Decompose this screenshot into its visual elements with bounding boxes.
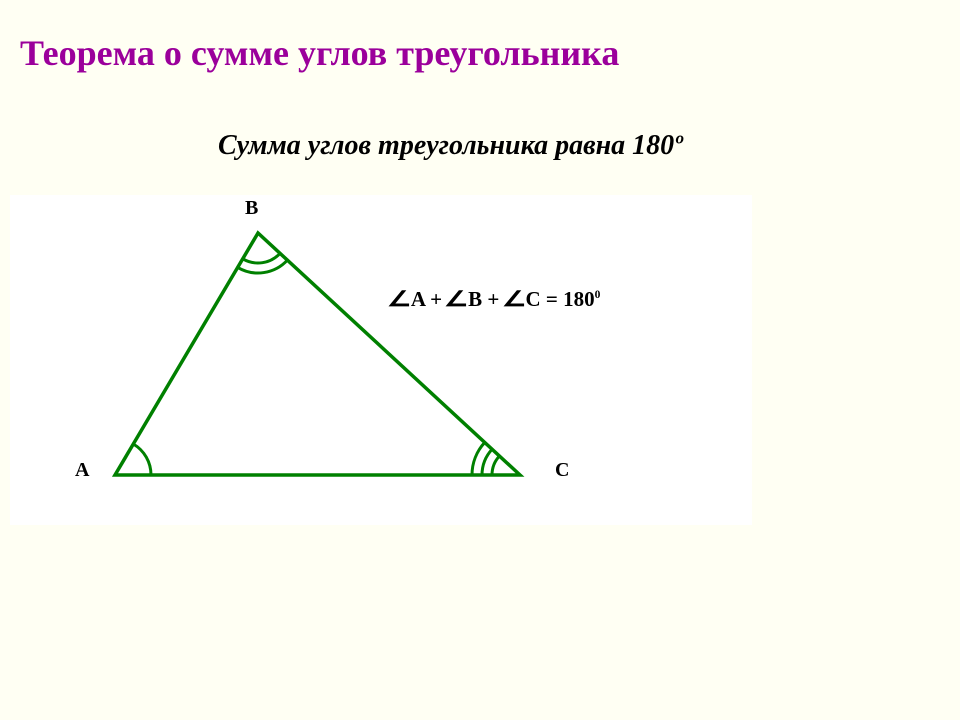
triangle-diagram [10,195,752,525]
page-title: Теорема о сумме углов треугольника [20,32,619,74]
formula-rhs: 180 [563,287,595,311]
formula-b: B [468,287,482,311]
angle-icon: ∠ [387,287,411,312]
angle-icon: ∠ [444,287,468,312]
formula-a: A [411,287,425,311]
angle-icon: ∠ [502,287,526,312]
theorem-statement: Сумма углов треугольника равна 180º [218,130,683,162]
vertex-label-a: A [75,459,89,482]
figure-panel: A B C ∠A + ∠B + ∠C = 1800 [10,195,752,525]
vertex-label-b: B [245,197,258,220]
vertex-label-c: C [555,459,569,482]
formula-c: C [525,287,540,311]
angle-sum-formula: ∠A + ∠B + ∠C = 1800 [390,287,600,312]
degree-symbol: 0 [595,289,601,301]
